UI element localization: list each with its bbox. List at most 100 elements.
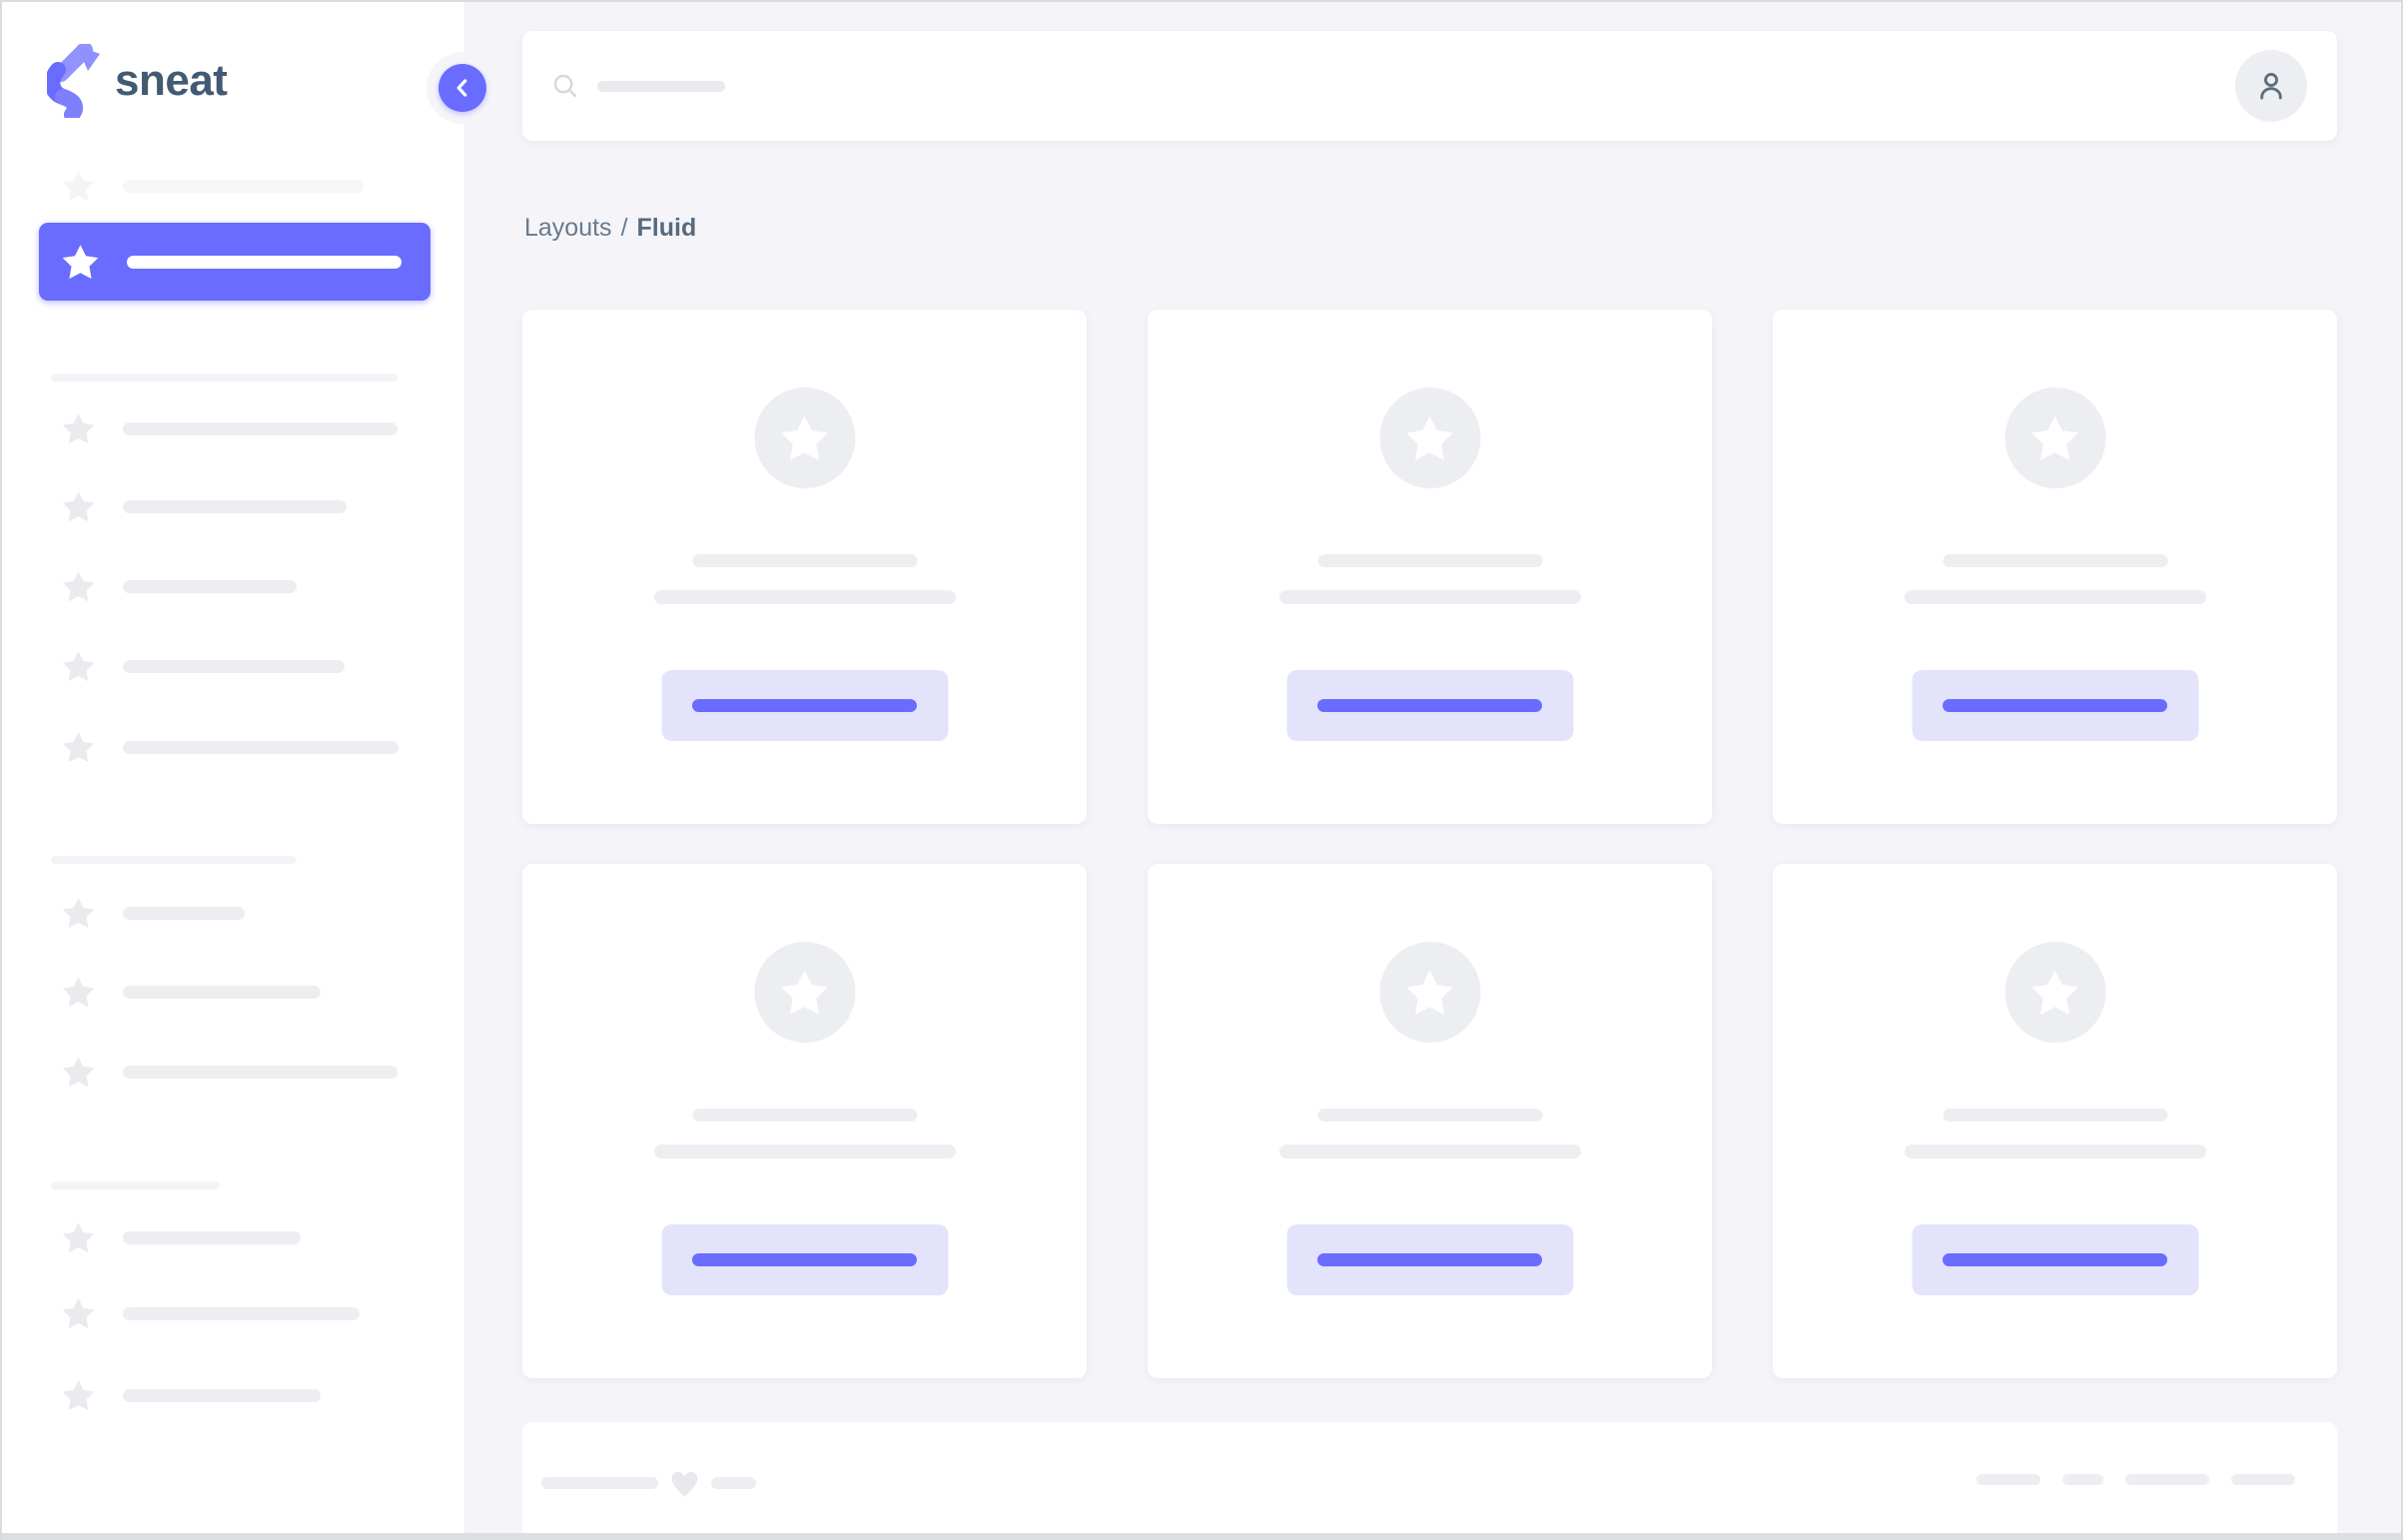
card-button-skeleton[interactable] <box>1286 1224 1573 1295</box>
search-icon <box>553 74 577 98</box>
breadcrumb-separator: / <box>620 214 628 242</box>
brand-name: sneat <box>115 56 228 105</box>
feature-card <box>1773 864 2337 1378</box>
skeleton-bar <box>123 740 399 754</box>
feature-card <box>1148 310 1712 824</box>
skeleton-line <box>1278 590 1581 604</box>
skeleton-bar <box>1977 1474 2040 1485</box>
star-icon <box>62 898 95 929</box>
star-icon <box>781 970 828 1015</box>
card-avatar <box>754 942 855 1043</box>
star-icon <box>781 415 828 460</box>
star-icon <box>62 1298 95 1329</box>
card-button-skeleton[interactable] <box>661 670 948 741</box>
star-icon <box>62 1057 95 1088</box>
sidebar-section-header <box>51 1181 220 1189</box>
sidebar-item[interactable] <box>39 1220 430 1254</box>
sidebar-item[interactable] <box>39 730 430 764</box>
heart-icon <box>671 1471 698 1497</box>
footer <box>522 1422 2337 1540</box>
card-avatar <box>1379 387 1480 488</box>
sidebar-collapse-button[interactable] <box>438 64 486 112</box>
footer-links-skeleton <box>1977 1474 2295 1485</box>
card-avatar <box>2004 387 2105 488</box>
sneat-logo-icon <box>47 44 100 118</box>
window-bottom-edge <box>2 1533 2401 1540</box>
star-icon <box>62 977 95 1008</box>
feature-card <box>1148 864 1712 1378</box>
skeleton-line <box>1317 1109 1542 1122</box>
skeleton-bar <box>123 1230 301 1244</box>
sidebar-section-header <box>51 374 398 382</box>
card-avatar <box>1379 942 1480 1043</box>
sidebar: sneat <box>2 2 465 1533</box>
skeleton-line <box>1943 554 2167 567</box>
skeleton-line <box>692 554 917 567</box>
skeleton-bar <box>541 1477 658 1489</box>
star-icon <box>62 413 95 444</box>
skeleton-line <box>1904 1145 2206 1158</box>
button-label-skeleton <box>1317 699 1542 712</box>
button-label-skeleton <box>692 1253 917 1266</box>
button-label-skeleton <box>1317 1253 1542 1266</box>
feature-card <box>522 310 1087 824</box>
sidebar-item[interactable] <box>39 1055 430 1089</box>
sidebar-item-active[interactable] <box>39 223 430 301</box>
skeleton-line <box>1904 590 2206 604</box>
skeleton-bar <box>123 1388 321 1402</box>
star-icon <box>62 1222 95 1253</box>
feature-card <box>1773 310 2337 824</box>
skeleton-line <box>1943 1109 2167 1122</box>
star-icon <box>1406 415 1453 460</box>
sidebar-item[interactable] <box>39 975 430 1009</box>
skeleton-bar <box>127 255 401 269</box>
feature-card <box>522 864 1087 1378</box>
brand-link[interactable]: sneat <box>47 42 228 120</box>
card-button-skeleton[interactable] <box>1912 670 2198 741</box>
button-label-skeleton <box>1943 699 2167 712</box>
search-input[interactable] <box>550 31 725 141</box>
sidebar-item[interactable] <box>39 896 430 930</box>
star-icon <box>1406 970 1453 1015</box>
skeleton-bar <box>123 985 321 999</box>
skeleton-bar <box>123 1065 398 1079</box>
sidebar-item[interactable] <box>39 169 430 203</box>
sidebar-item[interactable] <box>39 1378 430 1412</box>
sidebar-section-header <box>51 856 297 864</box>
skeleton-bar <box>123 1306 360 1320</box>
card-button-skeleton[interactable] <box>1286 670 1573 741</box>
button-label-skeleton <box>1943 1253 2167 1266</box>
breadcrumb-current-page: Fluid <box>636 214 697 242</box>
star-icon <box>62 732 95 763</box>
star-icon <box>62 491 95 522</box>
skeleton-line <box>1317 554 1542 567</box>
sidebar-item[interactable] <box>39 1296 430 1330</box>
top-navbar <box>522 31 2337 141</box>
user-avatar-button[interactable] <box>2235 50 2307 122</box>
user-icon <box>2260 73 2282 100</box>
skeleton-line <box>653 590 956 604</box>
skeleton-bar <box>2125 1474 2209 1485</box>
star-icon <box>62 571 95 602</box>
sidebar-item[interactable] <box>39 411 430 445</box>
breadcrumb: Layouts / Fluid <box>524 214 696 243</box>
breadcrumb-link-layouts[interactable]: Layouts <box>524 214 612 242</box>
card-avatar <box>2004 942 2105 1043</box>
skeleton-bar <box>123 579 297 593</box>
skeleton-bar <box>123 659 345 673</box>
card-grid <box>522 310 2337 1378</box>
sidebar-item[interactable] <box>39 489 430 523</box>
card-button-skeleton[interactable] <box>661 1224 948 1295</box>
star-icon <box>62 245 99 280</box>
sidebar-item[interactable] <box>39 569 430 603</box>
skeleton-bar <box>123 906 245 920</box>
star-icon <box>62 651 95 682</box>
skeleton-line <box>692 1109 917 1122</box>
button-label-skeleton <box>692 699 917 712</box>
skeleton-bar <box>2062 1474 2103 1485</box>
star-icon <box>2031 970 2078 1015</box>
sidebar-item[interactable] <box>39 649 430 683</box>
search-placeholder-skeleton <box>597 80 725 92</box>
card-button-skeleton[interactable] <box>1912 1224 2198 1295</box>
